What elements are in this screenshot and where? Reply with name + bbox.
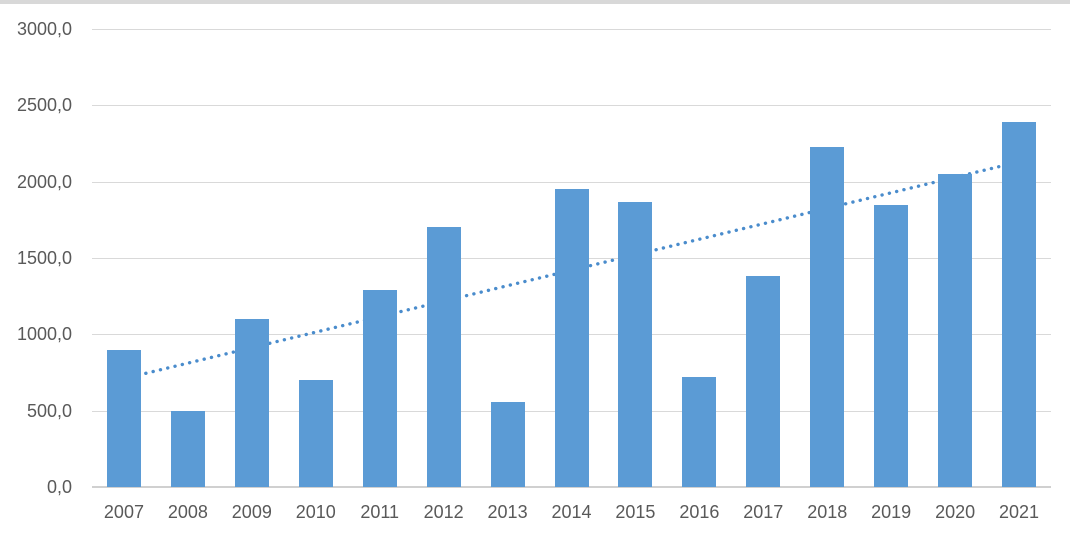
bar-2015 <box>618 201 653 487</box>
bar-2014 <box>554 189 589 487</box>
bar-2007 <box>106 349 141 487</box>
x-axis-tick-label: 2015 <box>615 502 656 522</box>
bar-2019 <box>874 204 909 487</box>
y-axis-tick-label: 3000,0 <box>16 19 72 39</box>
bar-2013 <box>490 401 525 487</box>
x-axis-tick-label: 2009 <box>231 502 272 522</box>
x-axis-tick-label: 2019 <box>871 502 912 522</box>
x-axis-tick-label: 2014 <box>551 502 592 522</box>
y-axis-tick-label: 2000,0 <box>16 171 72 192</box>
y-axis-tick-label: 1500,0 <box>16 248 72 268</box>
gridline-0 <box>92 486 1051 488</box>
gridline-2500 <box>92 105 1051 107</box>
y-axis-tick-label: 500,0 <box>26 400 72 421</box>
y-axis-tick-label: 1000,0 <box>16 324 72 345</box>
x-axis-tick-label: 2021 <box>999 502 1040 522</box>
bar-2021 <box>1002 122 1037 487</box>
bar-2008 <box>170 410 205 487</box>
bar-2020 <box>938 174 973 487</box>
gridline-2000 <box>92 181 1051 183</box>
bar-2016 <box>682 377 717 487</box>
window-top-edge <box>0 0 1070 4</box>
x-axis-tick-label: 2016 <box>679 502 720 522</box>
x-axis-tick-label: 2011 <box>360 502 400 522</box>
bar-2009 <box>234 319 269 487</box>
x-axis-tick-label: 2012 <box>423 502 464 522</box>
bar-2012 <box>426 227 461 487</box>
x-axis-tick-label: 2013 <box>487 502 528 522</box>
x-axis-tick-label: 2007 <box>103 502 144 522</box>
bar-2018 <box>810 146 845 487</box>
x-axis-tick-label: 2020 <box>935 502 976 522</box>
y-axis-tick-label: 0,0 <box>46 477 72 497</box>
gridline-3000 <box>92 29 1051 30</box>
bar-2011 <box>362 290 397 487</box>
y-axis-tick-label: 2500,0 <box>16 95 72 116</box>
bar-2017 <box>746 276 781 487</box>
x-axis-tick-label: 2010 <box>295 502 336 522</box>
x-axis-tick-label: 2008 <box>167 502 208 522</box>
x-axis-tick-label: 2017 <box>743 502 784 522</box>
bar-2010 <box>298 380 333 487</box>
x-axis-tick-label: 2018 <box>807 502 848 522</box>
